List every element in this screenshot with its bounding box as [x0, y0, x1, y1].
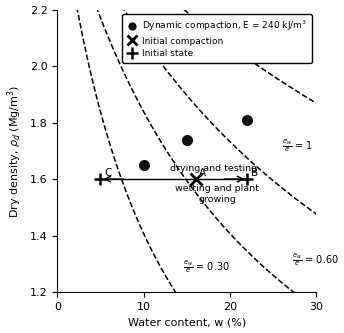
Text: $\frac{e_w}{e}$ = 1: $\frac{e_w}{e}$ = 1	[282, 137, 313, 154]
Text: wetting and plant
growing: wetting and plant growing	[175, 184, 259, 204]
Y-axis label: Dry density, $\rho_d$ (Mg/m$^3$): Dry density, $\rho_d$ (Mg/m$^3$)	[6, 84, 24, 217]
Text: C: C	[104, 168, 111, 178]
Text: B: B	[251, 168, 258, 178]
Text: $\frac{e_w}{e}$ = 0.60: $\frac{e_w}{e}$ = 0.60	[292, 251, 339, 268]
Text: drying and testing: drying and testing	[170, 164, 257, 173]
Legend: Dynamic compaction, E = 240 kJ/m$^3$, Initial compaction, Initial state: Dynamic compaction, E = 240 kJ/m$^3$, In…	[122, 14, 312, 63]
Text: A: A	[199, 168, 206, 178]
X-axis label: Water content, w (%): Water content, w (%)	[128, 317, 246, 327]
Text: $\frac{e_w}{e}$ = 0.30: $\frac{e_w}{e}$ = 0.30	[183, 258, 229, 275]
